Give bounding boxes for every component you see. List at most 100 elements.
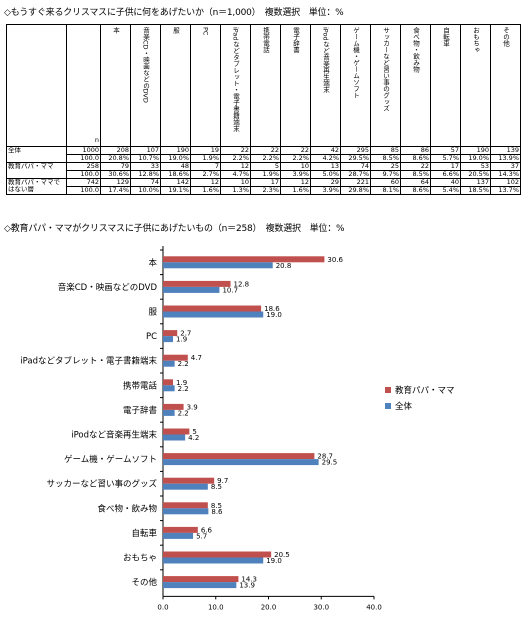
data-label: 8.5 <box>211 483 222 491</box>
column-header: ゲーム機・ゲームソフト <box>340 24 371 147</box>
chart-title: ◇教育パパ・ママがクリスマスに子供にあげたいもの（n＝258） 複数選択 単位：… <box>4 224 345 234</box>
data-label: 4.7 <box>191 354 202 362</box>
bar-kyoiku <box>163 576 239 583</box>
data-label: 6.6 <box>201 526 213 534</box>
data-label: 2.2 <box>178 360 189 368</box>
bar-kyoiku <box>163 256 325 263</box>
column-header-label: おもちゃ <box>471 27 480 53</box>
data-label: 3.9 <box>187 403 198 411</box>
n-header: n <box>66 24 101 147</box>
category-label: ゲーム機・ゲームソフト <box>64 454 157 465</box>
bar-kyoiku <box>163 330 178 337</box>
pct-cell: 5.4% <box>430 186 461 195</box>
data-label: 5.7 <box>196 532 207 540</box>
bar-zentai <box>163 508 209 515</box>
category-label: その他 <box>131 577 157 588</box>
bar-kyoiku <box>163 280 231 287</box>
category-label: 食べ物・飲み物 <box>97 503 157 514</box>
bar-zentai <box>163 459 319 466</box>
table-row-pct: 100.0 20.8% 10.7% 19.0% 1.9% 2.2% 2.2% 2.2% 4.2%… <box>7 154 521 163</box>
data-label: 28.7 <box>317 453 333 461</box>
pct-cell: 1.3% <box>220 186 251 195</box>
data-label: 19.0 <box>266 311 282 319</box>
data-label: 4.2 <box>188 434 199 442</box>
x-tick-label: 30.0 <box>313 603 329 611</box>
category-label: おもちゃ <box>123 554 157 564</box>
pct-cell: 17.4% <box>100 186 131 195</box>
data-label: 12.8 <box>234 280 250 288</box>
bar-zentai <box>163 360 175 367</box>
row-label: 教育パパ・ママ <box>6 162 67 179</box>
pct-cell: 19.1% <box>160 186 191 195</box>
bar-chart: 0.0 10.0 20.0 30.0 40.0 本 30.6 20.8 音楽CD・映画などのDV… <box>20 246 455 611</box>
category-label: 自転車 <box>131 528 157 539</box>
column-header: 服 <box>160 24 191 147</box>
table-row: 教育パパ・ママではない層 742 129 74 142 12 10 17 12 29 221 60 64… <box>6 178 521 195</box>
category-label: PC <box>146 332 157 342</box>
pct-cell: 1.6% <box>280 186 311 195</box>
legend-label: 教育パパ・ママ <box>395 385 455 396</box>
row-label: 教育パパ・ママではない層 <box>6 178 67 195</box>
data-label: 20.5 <box>274 551 290 559</box>
data-label: 18.6 <box>264 305 280 313</box>
bar-zentai <box>163 409 175 416</box>
bar-zentai <box>163 557 264 564</box>
bar-zentai <box>163 262 273 269</box>
column-header-label: 携帯電話 <box>261 27 270 53</box>
bar-kyoiku <box>163 403 184 410</box>
data-label: 29.5 <box>322 459 338 467</box>
pct-cell: 2.3% <box>250 186 281 195</box>
x-tick-label: 10.0 <box>208 603 224 611</box>
bar-zentai <box>163 311 264 318</box>
data-label: 19.0 <box>266 557 282 565</box>
column-header-label: 本 <box>111 27 120 34</box>
column-header: iPadなどタブレット・電子書籍端末 <box>220 24 251 147</box>
bar-kyoiku <box>163 526 198 533</box>
column-header: サッカーなど習い事のグッズ <box>370 24 401 147</box>
pct-cell: 13.7% <box>490 186 521 195</box>
bar-kyoiku <box>163 453 315 460</box>
category-label: iPadなどタブレット・電子書籍端末 <box>20 356 157 367</box>
legend-swatch <box>385 403 391 409</box>
column-header: 携帯電話 <box>250 24 281 147</box>
column-header: 自転車 <box>430 24 461 147</box>
pct-cell: 10.0% <box>130 186 161 195</box>
category-label: 携帯電話 <box>123 380 158 391</box>
data-label: 5 <box>192 428 196 436</box>
data-label: 2.2 <box>178 385 189 393</box>
table-title: ◇もうすぐ来るクリスマスに子供に何をあげたいか（n＝1,000） 複数選択 単位… <box>4 8 344 18</box>
table-corner <box>6 24 67 147</box>
bar-zentai <box>163 532 194 539</box>
data-label: 13.9 <box>239 582 255 590</box>
column-header: 電子辞書 <box>280 24 311 147</box>
column-header-label: iPadなどタブレット・電子書籍端末 <box>231 27 240 132</box>
bar-kyoiku <box>163 428 190 435</box>
data-label: 20.8 <box>276 262 292 270</box>
bar-zentai <box>163 483 208 490</box>
column-header-label: 食べ物・飲み物 <box>411 27 420 73</box>
data-label: 1.9 <box>176 379 187 387</box>
survey-table: n 本 音楽CD・映画などのDVD 服 PC iPadなどタブレット・電子書籍端末 携帯電… <box>6 24 521 204</box>
row-label: 全体 <box>6 146 67 163</box>
n-pct: 100.0 <box>66 186 101 195</box>
table-row-pct: 100.0 30.6% 12.8% 18.6% 2.7% 4.7% 1.9% 3.9% 5.0%… <box>7 170 521 179</box>
column-header-label: サッカーなど習い事のグッズ <box>381 27 390 112</box>
pct-cell: 8.1% <box>370 186 401 195</box>
data-label: 9.7 <box>217 477 228 485</box>
column-header: PC <box>190 24 221 147</box>
column-header-label: iPodなど音楽再生端末 <box>321 27 330 93</box>
bar-kyoiku <box>163 502 208 509</box>
bar-zentai <box>163 385 175 392</box>
data-label: 2.7 <box>180 330 191 338</box>
data-label: 8.5 <box>211 502 222 510</box>
bar-kyoiku <box>163 477 215 484</box>
legend-swatch <box>385 387 391 393</box>
bar-kyoiku <box>163 305 262 312</box>
pct-cell: 29.8% <box>340 186 371 195</box>
bar-kyoiku <box>163 379 174 386</box>
data-label: 1.9 <box>176 336 187 344</box>
x-tick-label: 40.0 <box>366 603 382 611</box>
data-label: 8.6 <box>211 508 223 516</box>
column-header: 音楽CD・映画などのDVD <box>130 24 161 147</box>
bar-zentai <box>163 336 174 343</box>
